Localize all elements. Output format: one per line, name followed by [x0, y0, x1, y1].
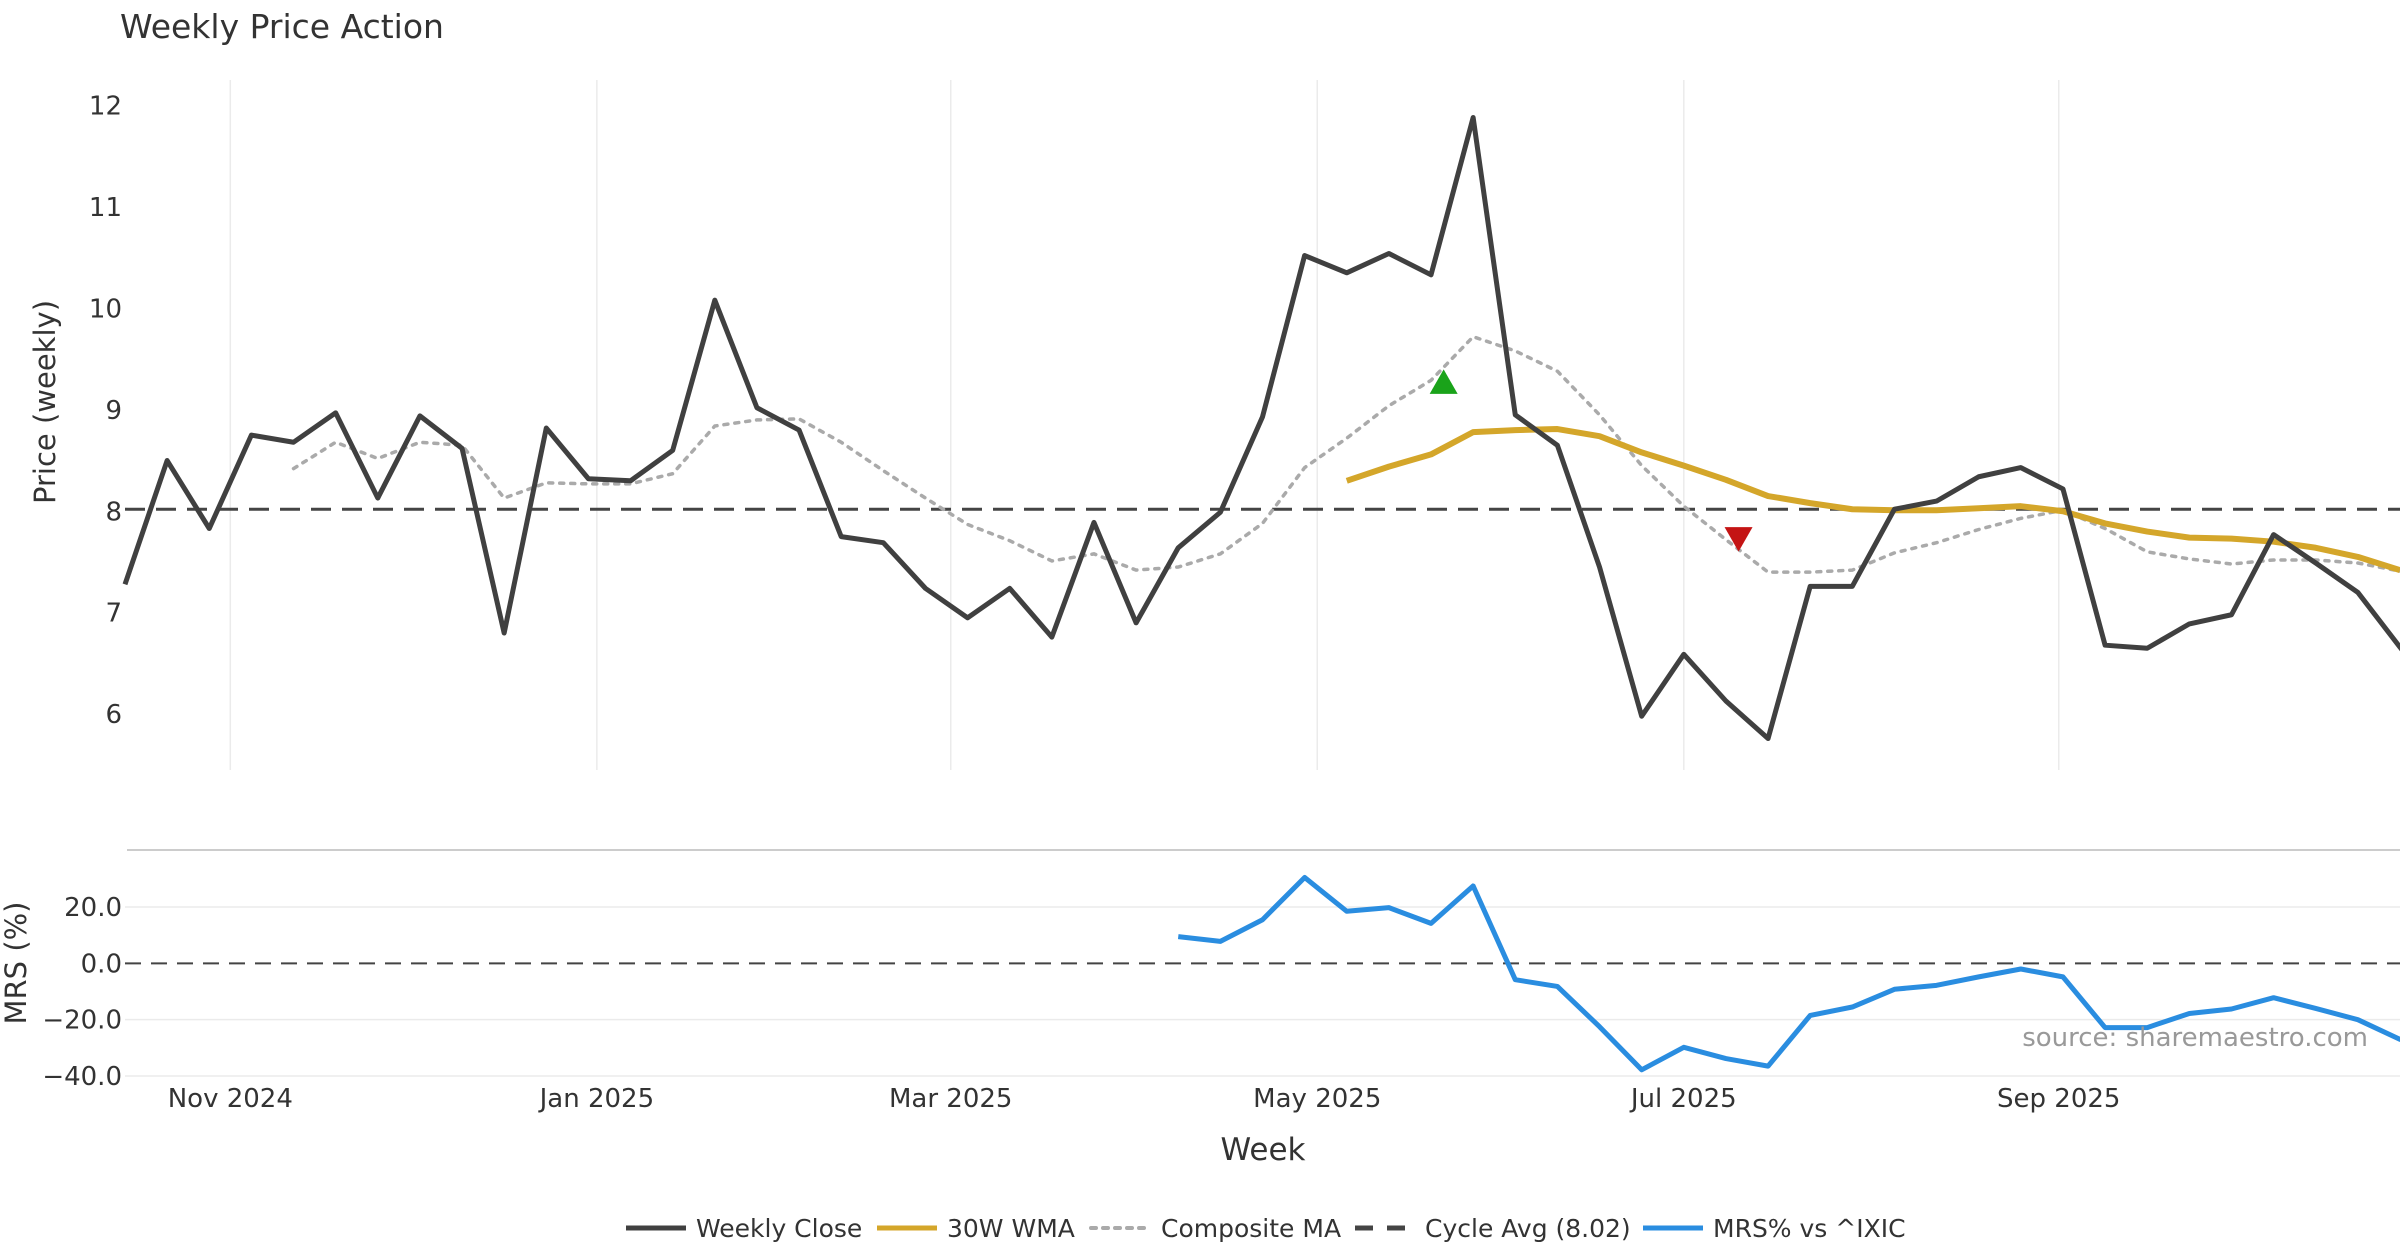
mrs-y-axis-label: MRS (%)	[0, 902, 33, 1025]
price-y-axis-label: Price (weekly)	[28, 300, 62, 504]
mrs-y-tick-0: 20.0	[64, 893, 122, 923]
x-tick-0: Nov 2024	[168, 1084, 293, 1114]
legend-label-1: 30W WMA	[947, 1214, 1075, 1243]
price-y-tick-0: 6	[105, 700, 122, 730]
x-tick-labels: Nov 2024 Jan 2025 Mar 2025 May 2025 Jul 2025…	[168, 1084, 2121, 1114]
mrs-gridlines	[125, 906, 2400, 1077]
x-tick-4: Jul 2025	[1629, 1084, 1737, 1114]
price-y-tick-5: 11	[89, 193, 122, 223]
price-y-tick-2: 8	[105, 497, 122, 527]
sell-signal-marker	[1724, 527, 1753, 552]
x-axis-label: Week	[1221, 1132, 1306, 1168]
chart-legend: Weekly Close 30W WMA Composite MA Cycle Avg…	[626, 1214, 1906, 1243]
legend-label-2: Composite MA	[1161, 1214, 1341, 1243]
x-tick-1: Jan 2025	[538, 1084, 655, 1114]
mrs-y-tick-3: −40.0	[42, 1062, 122, 1092]
x-tick-3: May 2025	[1253, 1084, 1381, 1114]
wma-30w-line	[1345, 426, 2400, 573]
mrs-y-tick-labels: 20.0 0.0 −20.0 −40.0	[42, 893, 122, 1092]
mrs-y-tick-2: −20.0	[42, 1006, 122, 1036]
signal-markers	[1429, 369, 1753, 552]
x-tick-5: Sep 2025	[1997, 1084, 2120, 1114]
buy-signal-marker	[1429, 369, 1458, 394]
legend-label-4: MRS% vs ^IXIC	[1713, 1214, 1906, 1243]
mrs-line	[1177, 874, 2400, 1073]
legend-label-3: Cycle Avg (8.02)	[1425, 1214, 1631, 1243]
weekly-close-line	[122, 115, 2400, 742]
price-y-tick-1: 7	[105, 599, 122, 629]
price-y-tick-6: 12	[89, 91, 122, 121]
mrs-y-tick-1: 0.0	[81, 949, 122, 979]
price-gridlines	[229, 80, 2060, 770]
x-tick-2: Mar 2025	[889, 1084, 1013, 1114]
price-y-tick-3: 9	[105, 396, 122, 426]
price-y-tick-labels: 6 7 8 9 10 11 12	[89, 91, 122, 730]
source-note: source: sharemaestro.com	[2022, 1023, 2368, 1053]
legend-label-0: Weekly Close	[696, 1214, 862, 1243]
price-y-tick-4: 10	[89, 294, 122, 324]
chart-title: Weekly Price Action	[120, 7, 444, 46]
